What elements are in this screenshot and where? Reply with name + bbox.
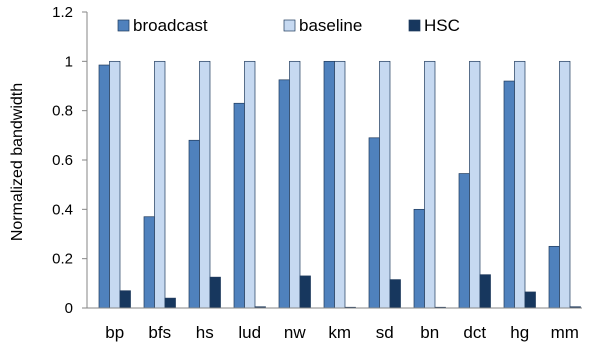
bar-broadcast-km — [323, 60, 335, 309]
x-tick-label: km — [328, 323, 351, 342]
bar-broadcast-dct — [458, 173, 470, 309]
x-tick-label: bfs — [148, 323, 171, 342]
bar-baseline-lud — [244, 60, 256, 309]
x-tick-label: lud — [238, 323, 261, 342]
bar-broadcast-bp — [98, 64, 110, 309]
bars — [87, 60, 582, 309]
bar-hsc-dct — [479, 274, 491, 309]
x-tick-label: hs — [196, 323, 214, 342]
x-tick-label: dct — [463, 323, 486, 342]
bar-broadcast-mm — [548, 245, 560, 309]
bar-hsc-nw — [299, 275, 311, 309]
bar-baseline-hg — [514, 60, 526, 309]
legend-label-broadcast: broadcast — [133, 16, 208, 35]
y-axis: 0 0.2 0.4 0.6 0.8 1 1.2 — [52, 4, 88, 317]
x-axis-labels: bp bfs hs lud nw km sd bn dct hg mm — [105, 323, 579, 342]
y-tick-label: 1 — [65, 53, 73, 70]
y-tick-label: 0.6 — [52, 152, 73, 169]
legend-swatch-broadcast — [117, 19, 130, 32]
x-tick-label: nw — [284, 323, 306, 342]
y-tick-label: 0.8 — [52, 103, 73, 120]
legend-swatch-hsc — [408, 19, 421, 32]
bar-hsc-hg — [524, 291, 536, 309]
x-tick-label: sd — [376, 323, 394, 342]
bar-broadcast-hg — [503, 80, 515, 309]
x-tick-label: hg — [510, 323, 529, 342]
y-tick-label: 0.4 — [52, 201, 73, 218]
bar-baseline-bfs — [154, 60, 166, 309]
bar-baseline-sd — [379, 60, 391, 309]
bar-hsc-bp — [119, 290, 131, 309]
x-tick-label: bp — [105, 323, 124, 342]
y-axis-title: Normalized bandwidth — [9, 83, 26, 241]
x-tick-label: bn — [420, 323, 439, 342]
bar-baseline-bp — [109, 60, 121, 309]
y-tick-label: 0 — [65, 300, 73, 317]
legend-label-hsc: HSC — [424, 16, 460, 35]
bar-baseline-km — [334, 60, 346, 309]
bar-broadcast-sd — [368, 137, 380, 309]
bar-baseline-bn — [424, 60, 436, 309]
legend: broadcast baseline HSC — [117, 16, 460, 35]
bar-broadcast-lud — [233, 102, 245, 309]
bar-broadcast-bfs — [143, 216, 155, 309]
y-tick-label: 1.2 — [52, 4, 73, 21]
bar-baseline-hs — [199, 60, 211, 309]
x-tick-label: mm — [551, 323, 579, 342]
bar-broadcast-nw — [278, 79, 290, 309]
bar-broadcast-bn — [413, 208, 425, 309]
bar-broadcast-hs — [188, 139, 200, 309]
bar-hsc-hs — [209, 276, 221, 309]
legend-swatch-baseline — [283, 19, 296, 32]
y-tick-label: 0.2 — [52, 251, 73, 268]
bar-hsc-sd — [389, 279, 401, 309]
bar-baseline-mm — [559, 60, 571, 309]
legend-label-baseline: baseline — [299, 16, 362, 35]
bar-baseline-nw — [289, 60, 301, 309]
bar-hsc-bfs — [164, 297, 176, 309]
bar-baseline-dct — [469, 60, 481, 309]
